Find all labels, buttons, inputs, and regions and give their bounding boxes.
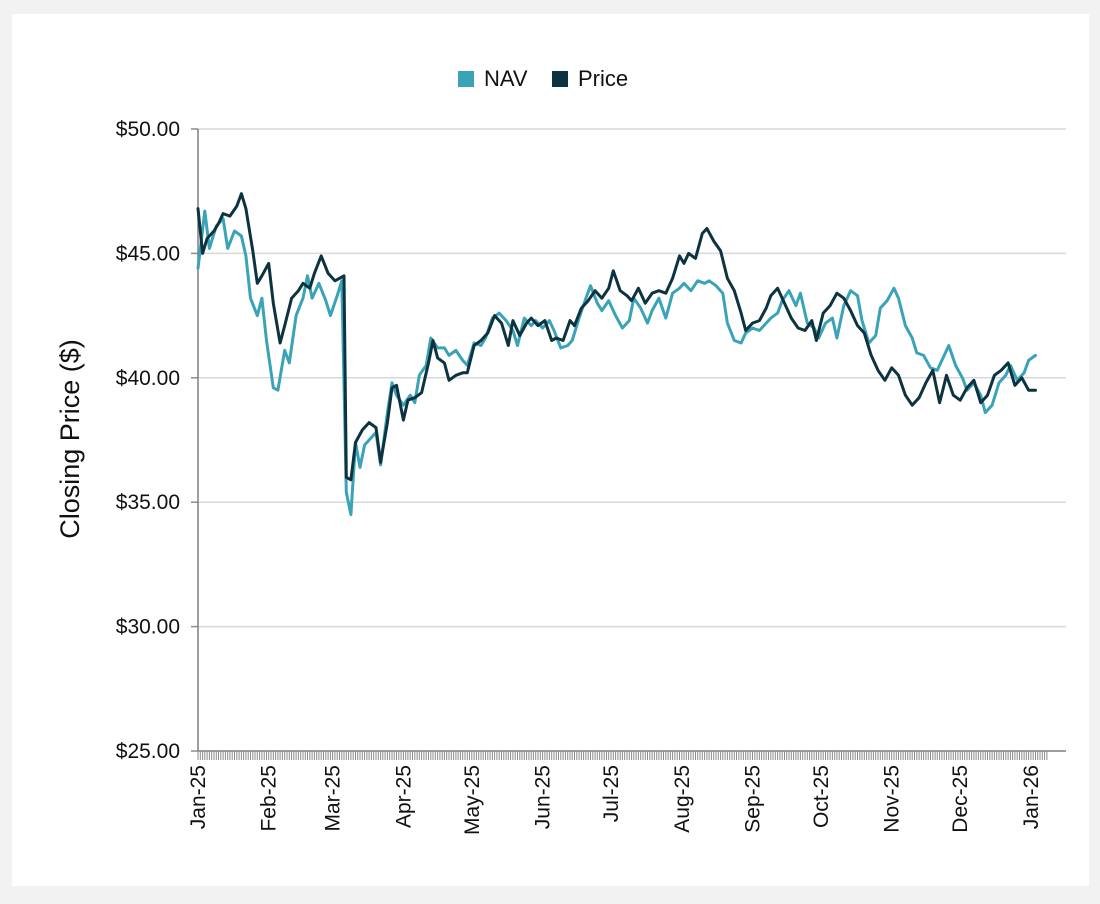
x-tick-label-oct-25: Oct-25 — [810, 765, 833, 828]
y-axis-ticks: $50.00 $45.00 $40.00 $35.00 $30.00 $25.00 — [116, 118, 198, 763]
series-line-nav — [196, 209, 1037, 517]
series-group — [196, 192, 1037, 517]
chart-card: NAV Price $50.00 $45.00 $40.00 $35.00 $30.00… — [12, 14, 1089, 886]
y-tick-label: $45.00 — [116, 242, 180, 265]
x-tick-label-jul-25: Jul-25 — [600, 765, 623, 822]
x-tick-label-nov-25: Nov-25 — [881, 765, 904, 833]
x-tick-label-jan-26: Jan-26 — [1020, 765, 1043, 829]
x-axis-minor-ticks — [197, 751, 1048, 760]
series-line-price — [196, 192, 1037, 482]
x-tick-label-sep-25: Sep-25 — [742, 765, 765, 833]
legend-label-price: Price — [578, 66, 628, 91]
x-minor-tick-marks — [197, 751, 1048, 760]
line-chart: NAV Price $50.00 $45.00 $40.00 $35.00 $30.00… — [55, 66, 1066, 835]
y-tick-label: $40.00 — [116, 367, 180, 390]
x-tick-label-dec-25: Dec-25 — [949, 765, 972, 833]
legend-label-nav: NAV — [484, 66, 528, 91]
legend: NAV Price — [458, 66, 628, 91]
y-tick-label: $30.00 — [116, 616, 180, 639]
x-tick-label-jun-25: Jun-25 — [532, 765, 555, 829]
x-tick-label-apr-25: Apr-25 — [392, 765, 415, 828]
legend-swatch-nav — [458, 71, 474, 87]
x-axis-ticks: Jan-25 Feb-25 Mar-25 Apr-25 May-25 Jun-25 Jul-… — [187, 765, 1043, 835]
x-tick-label-aug-25: Aug-25 — [671, 765, 694, 833]
y-tick-label: $25.00 — [116, 740, 180, 763]
x-tick-label-mar-25: Mar-25 — [322, 765, 345, 832]
x-tick-label-may-25: May-25 — [461, 765, 484, 835]
y-axis-title: Closing Price ($) — [55, 339, 85, 539]
legend-swatch-price — [552, 71, 568, 87]
x-tick-label-feb-25: Feb-25 — [258, 765, 281, 832]
x-tick-label-jan-25: Jan-25 — [187, 765, 210, 829]
y-tick-label: $35.00 — [116, 491, 180, 514]
y-tick-label: $50.00 — [116, 118, 180, 141]
